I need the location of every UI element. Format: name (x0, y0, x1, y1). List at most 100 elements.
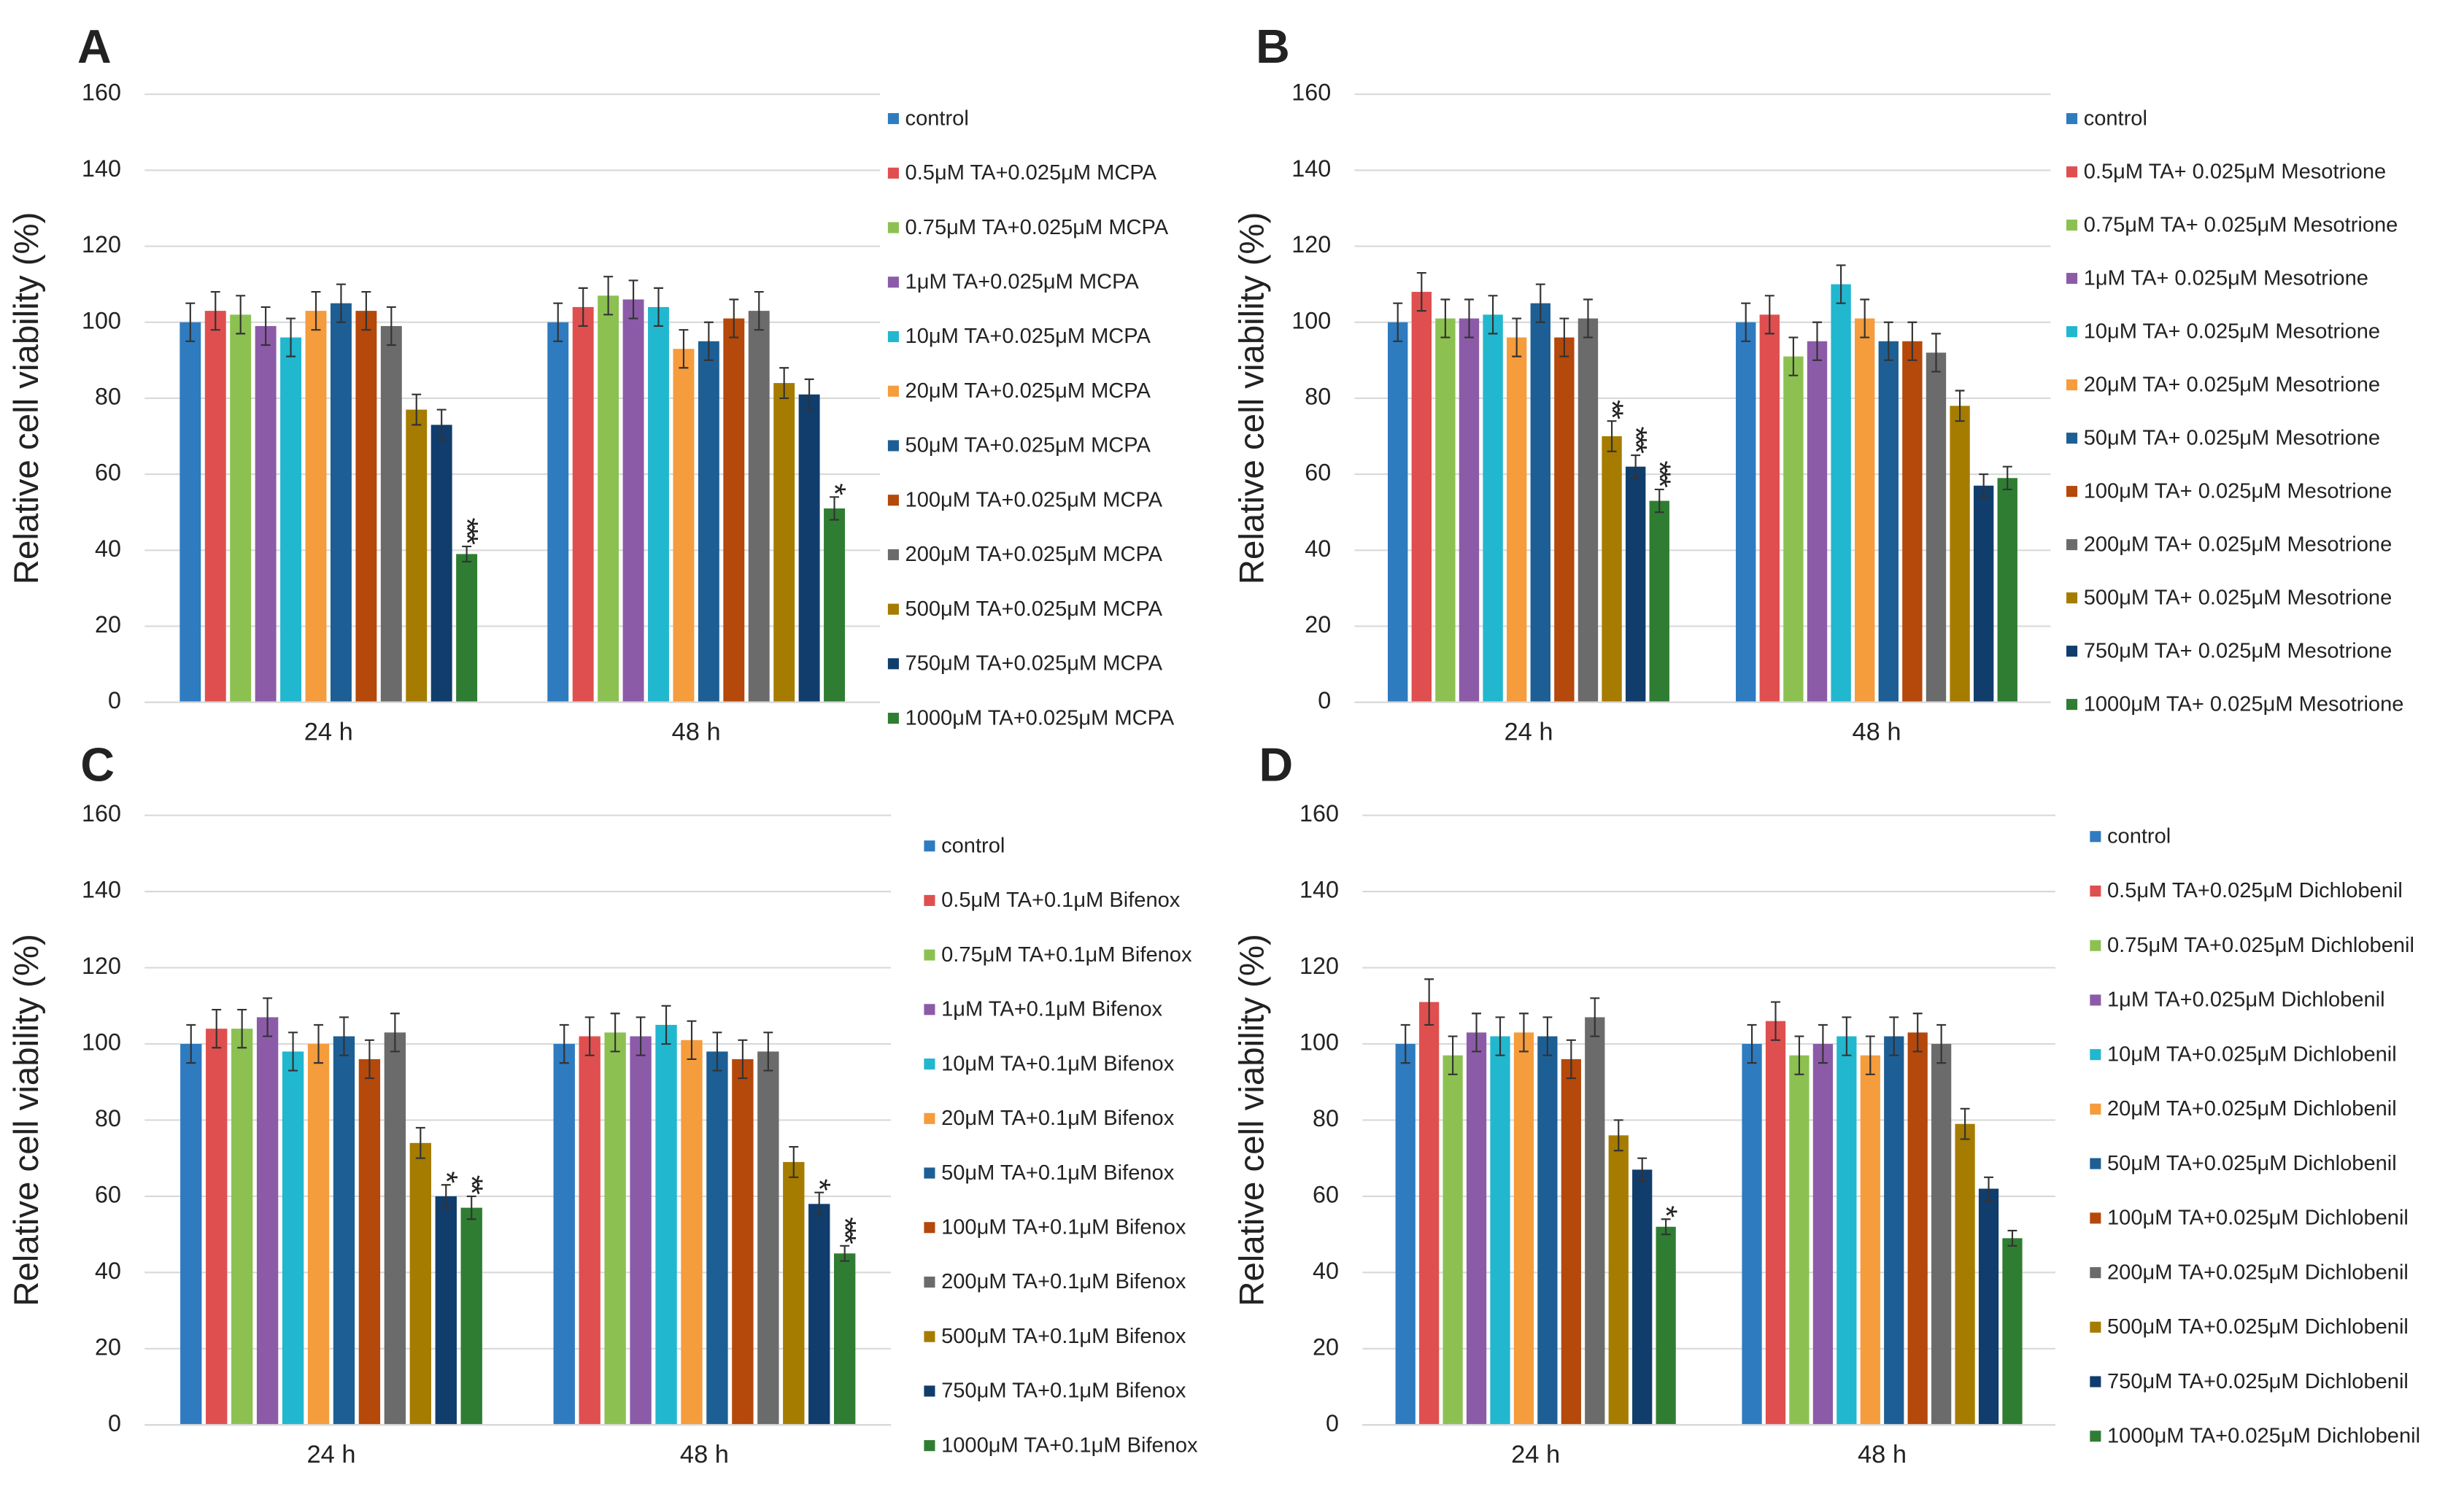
legend-label: 10μM TA+0.025μM MCPA (905, 325, 1151, 348)
x-tick-label: 24 h (306, 1441, 355, 1468)
bar (1955, 1123, 1975, 1425)
bar (1759, 314, 1780, 703)
x-tick-label: 24 h (304, 718, 353, 746)
bar (1997, 478, 2017, 703)
error-bar (361, 290, 371, 331)
bar (460, 1207, 482, 1425)
error-bar (1631, 454, 1641, 479)
bar (180, 1044, 202, 1425)
y-tick-label: 80 (95, 383, 121, 409)
y-tick-label: 20 (1305, 611, 1331, 638)
bar (1884, 1036, 1904, 1425)
error-bar (628, 279, 638, 320)
legend-label: 1000μM TA+0.1μM Bifenox (941, 1433, 1198, 1457)
legend-swatch (2066, 273, 2078, 285)
legend-swatch (887, 385, 899, 397)
bar (1388, 322, 1408, 703)
error-bar (210, 290, 220, 331)
legend-label: 500μM TA+0.025μM MCPA (905, 597, 1163, 621)
bar (1789, 1055, 1810, 1425)
error-bar (553, 302, 563, 342)
significance-label: * (817, 483, 852, 495)
y-tick-label: 120 (82, 953, 121, 979)
bar (1577, 318, 1599, 703)
bar (1419, 1002, 1440, 1425)
bar (1632, 1169, 1653, 1425)
y-tick-label: 140 (82, 155, 121, 182)
legend-swatch (2066, 592, 2078, 604)
legend-label: 500μM TA+ 0.025μM Mesotrione (2084, 586, 2392, 609)
error-bar (610, 1013, 620, 1053)
legend-swatch (887, 440, 899, 452)
legend-swatch (887, 713, 899, 724)
error-bar (1559, 317, 1569, 357)
bar (732, 1058, 754, 1425)
legend-swatch (887, 549, 899, 560)
legend-swatch (887, 276, 899, 288)
significance-label: ** (1594, 400, 1629, 419)
y-tick-label: 160 (82, 800, 121, 827)
error-bar (185, 302, 196, 342)
significance-label: * (802, 1179, 837, 1191)
legend-swatch (2090, 1431, 2101, 1442)
error-bar (779, 367, 789, 399)
error-bar (263, 997, 273, 1037)
legend-swatch (924, 1222, 935, 1234)
error-bar (466, 1195, 476, 1220)
y-tick-label: 80 (1305, 383, 1331, 409)
bar (1837, 1036, 1857, 1425)
error-bar (1613, 1119, 1623, 1152)
bar (604, 1032, 626, 1425)
y-tick-label: 40 (95, 535, 121, 562)
bar (1656, 1226, 1676, 1425)
error-bar (654, 287, 663, 328)
legend-swatch (887, 222, 899, 233)
bar (757, 1051, 779, 1425)
error-bar (1472, 1013, 1482, 1053)
legend-label: 20μM TA+0.1μM Bifenox (941, 1107, 1175, 1130)
legend-label: 20μM TA+0.025μM Dichlobenil (2107, 1097, 2397, 1120)
bar (456, 554, 478, 703)
x-tick-label: 48 h (680, 1441, 729, 1468)
legend-swatch (887, 658, 899, 670)
legend-swatch (2066, 166, 2078, 178)
bar (204, 311, 226, 703)
bar (256, 1017, 279, 1425)
bar (206, 1029, 228, 1425)
y-tick-label: 160 (1299, 800, 1339, 827)
legend-swatch (924, 1058, 935, 1070)
x-tick-label: 48 h (1858, 1441, 1907, 1468)
legend-label: 100μM TA+0.025μM Dichlobenil (2107, 1207, 2409, 1230)
error-bar (1607, 420, 1617, 452)
bar (553, 1044, 575, 1425)
bar (1736, 322, 1756, 703)
y-tick-label: 120 (1291, 231, 1331, 258)
error-bar (578, 287, 588, 328)
y-tick-label: 0 (108, 1410, 121, 1436)
error-bar (1842, 1016, 1852, 1056)
legend-label: control (2107, 824, 2171, 848)
bar (358, 1058, 381, 1425)
error-bar (2007, 1229, 2017, 1247)
error-bar (636, 1016, 646, 1056)
significance-label: *** (1642, 460, 1677, 488)
bar (1978, 1188, 1999, 1425)
bar (384, 1032, 406, 1425)
bar (435, 1196, 457, 1425)
error-bar (1955, 390, 1965, 422)
bar (1466, 1032, 1487, 1425)
error-bar (1464, 298, 1474, 338)
error-bar (1741, 302, 1751, 342)
bar (783, 1161, 805, 1425)
legend-label: 100μM TA+0.025μM MCPA (905, 488, 1163, 511)
y-tick-label: 0 (1326, 1410, 1339, 1436)
bar (1854, 318, 1875, 703)
error-bar (1836, 264, 1846, 304)
error-bar (1661, 1218, 1671, 1236)
legend-swatch (924, 1004, 935, 1015)
bar (1506, 337, 1527, 703)
significance-label: *** (449, 518, 484, 546)
error-bar (1984, 1176, 1993, 1201)
y-tick-label: 60 (95, 1181, 121, 1207)
